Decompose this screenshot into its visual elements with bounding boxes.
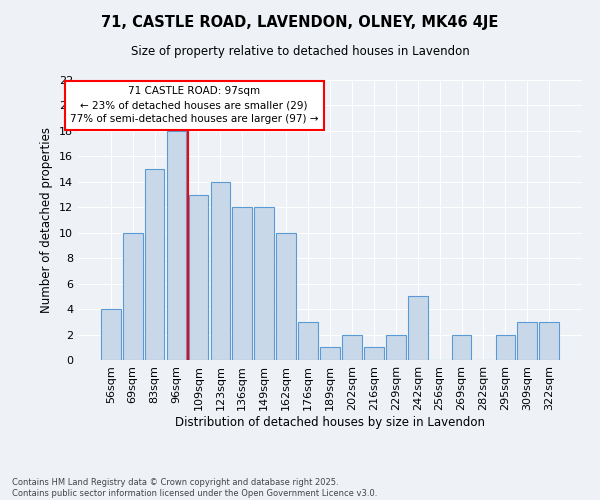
- Bar: [452, 334, 472, 360]
- Bar: [254, 208, 274, 360]
- Bar: [145, 169, 164, 360]
- Bar: [101, 309, 121, 360]
- Bar: [123, 232, 143, 360]
- Bar: [188, 194, 208, 360]
- Bar: [408, 296, 428, 360]
- Text: 71, CASTLE ROAD, LAVENDON, OLNEY, MK46 4JE: 71, CASTLE ROAD, LAVENDON, OLNEY, MK46 4…: [101, 15, 499, 30]
- Bar: [276, 232, 296, 360]
- Bar: [496, 334, 515, 360]
- X-axis label: Distribution of detached houses by size in Lavendon: Distribution of detached houses by size …: [175, 416, 485, 428]
- Bar: [298, 322, 318, 360]
- Y-axis label: Number of detached properties: Number of detached properties: [40, 127, 53, 313]
- Bar: [211, 182, 230, 360]
- Bar: [342, 334, 362, 360]
- Bar: [517, 322, 537, 360]
- Bar: [320, 348, 340, 360]
- Text: Size of property relative to detached houses in Lavendon: Size of property relative to detached ho…: [131, 45, 469, 58]
- Bar: [232, 208, 252, 360]
- Bar: [167, 131, 187, 360]
- Text: Contains HM Land Registry data © Crown copyright and database right 2025.
Contai: Contains HM Land Registry data © Crown c…: [12, 478, 377, 498]
- Text: 71 CASTLE ROAD: 97sqm
← 23% of detached houses are smaller (29)
77% of semi-deta: 71 CASTLE ROAD: 97sqm ← 23% of detached …: [70, 86, 319, 124]
- Bar: [539, 322, 559, 360]
- Bar: [364, 348, 384, 360]
- Bar: [386, 334, 406, 360]
